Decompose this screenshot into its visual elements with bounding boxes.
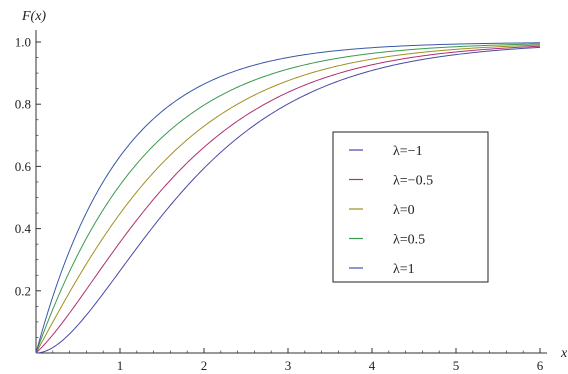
legend-label-2: λ=0 <box>393 203 415 218</box>
x-axis-label: x <box>560 346 568 361</box>
series-line-1 <box>35 45 541 354</box>
legend-label-1: λ=−0.5 <box>393 174 433 189</box>
series-line-4 <box>35 42 541 354</box>
series-line-3 <box>35 43 541 354</box>
x-tick-label: 5 <box>453 358 460 373</box>
y-tick-label: 1.0 <box>15 35 31 50</box>
y-tick-label: 0.4 <box>15 221 32 236</box>
axes <box>35 30 547 354</box>
x-tick-label: 1 <box>117 358 124 373</box>
legend-box <box>332 131 489 283</box>
series-line-0 <box>35 46 541 354</box>
x-ticks: 1 2 3 4 5 6 <box>52 348 544 373</box>
x-tick-label: 4 <box>369 358 376 373</box>
legend: λ=−1 λ=−0.5 λ=0 λ=0.5 λ=1 <box>332 131 489 283</box>
legend-label-0: λ=−1 <box>393 144 423 159</box>
x-tick-label: 3 <box>285 358 292 373</box>
y-tick-label: 0.2 <box>15 283 31 298</box>
legend-label-4: λ=1 <box>393 262 415 277</box>
y-tick-label: 0.8 <box>15 97 31 112</box>
x-tick-label: 6 <box>537 358 544 373</box>
curves <box>35 42 541 354</box>
legend-label-3: λ=0.5 <box>393 233 425 248</box>
y-ticks: 0.2 0.4 0.6 0.8 1.0 <box>15 35 41 338</box>
series-line-2 <box>35 44 541 354</box>
x-tick-label: 2 <box>201 358 208 373</box>
y-axis-label: F(x) <box>21 9 46 24</box>
y-tick-label: 0.6 <box>15 159 32 174</box>
